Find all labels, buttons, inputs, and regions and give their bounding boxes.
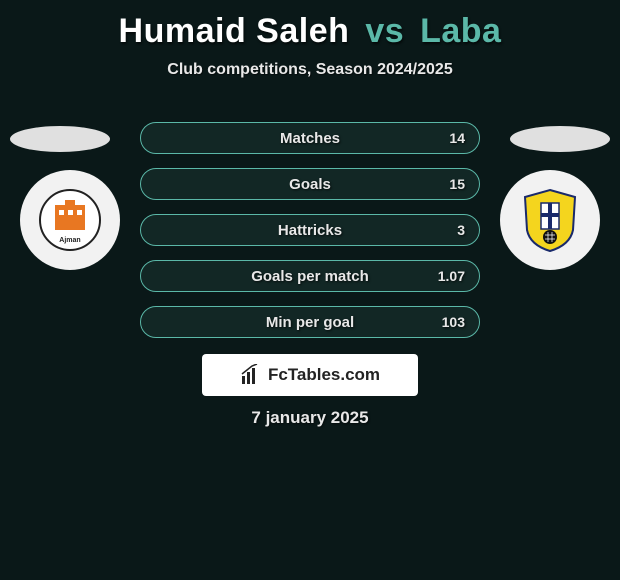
stat-value-right: 14 (449, 123, 465, 153)
stat-row-hattricks: Hattricks 3 (140, 214, 480, 246)
stat-value-right: 15 (449, 169, 465, 199)
stat-value-right: 1.07 (438, 261, 465, 291)
comparison-title: Humaid Saleh vs Laba (0, 0, 620, 51)
stat-row-matches: Matches 14 (140, 122, 480, 154)
stat-label: Matches (141, 123, 479, 153)
left-ellipse-decor (10, 126, 110, 152)
ajman-club-icon: Ajman (35, 185, 105, 255)
stat-row-mpg: Min per goal 103 (140, 306, 480, 338)
vs-label: vs (365, 12, 404, 50)
stat-row-goals: Goals 15 (140, 168, 480, 200)
player1-name: Humaid Saleh (119, 12, 350, 50)
inter-zapresic-icon (515, 185, 585, 255)
stat-rows: Matches 14 Goals 15 Hattricks 3 Goals pe… (140, 122, 480, 352)
chart-icon (240, 364, 262, 386)
brand-text: FcTables.com (268, 365, 380, 385)
brand-box: FcTables.com (202, 354, 418, 396)
subtitle: Club competitions, Season 2024/2025 (0, 61, 620, 79)
stat-label: Goals per match (141, 261, 479, 291)
stat-label: Min per goal (141, 307, 479, 337)
stat-value-right: 3 (457, 215, 465, 245)
svg-text:Ajman: Ajman (59, 237, 80, 244)
stat-label: Hattricks (141, 215, 479, 245)
date-label: 7 january 2025 (0, 408, 620, 428)
stat-value-right: 103 (442, 307, 465, 337)
left-club-badge: Ajman (20, 170, 120, 270)
right-club-badge (500, 170, 600, 270)
stat-row-gpm: Goals per match 1.07 (140, 260, 480, 292)
player2-name: Laba (420, 12, 501, 50)
right-ellipse-decor (510, 126, 610, 152)
stat-label: Goals (141, 169, 479, 199)
